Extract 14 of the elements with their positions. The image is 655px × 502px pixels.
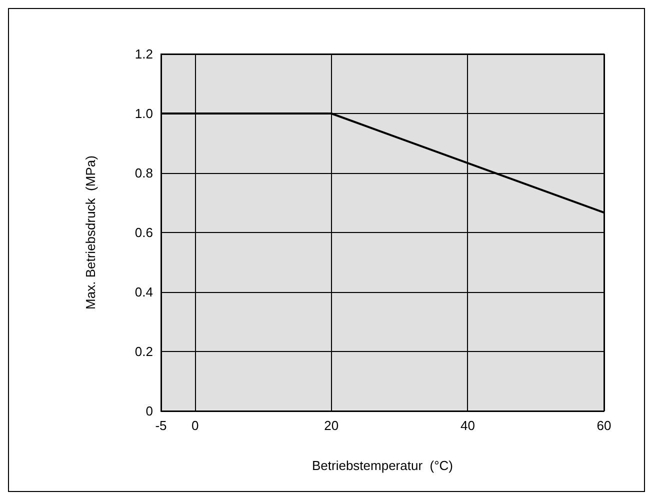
y-tick-label: 0.6 (134, 225, 153, 240)
y-tick-label: 0.4 (134, 284, 153, 300)
y-tick-label: 1.2 (134, 46, 153, 62)
y-tick-label: 1.0 (134, 106, 153, 121)
x-tick-label: 40 (460, 418, 475, 433)
x-tick-label: -5 (155, 418, 167, 433)
y-axis-title: Max. Betriebsdruck (MPa) (83, 156, 98, 310)
y-tick-label: 0.8 (134, 166, 153, 180)
y-tick-label: 0.2 (134, 344, 153, 359)
x-axis-title: Betriebstemperatur (°C) (312, 458, 454, 473)
x-tick-label: 60 (596, 418, 612, 433)
x-tick-label: 0 (191, 418, 199, 433)
x-tick-label: 20 (324, 418, 339, 433)
y-tick-label: 0 (146, 404, 153, 418)
